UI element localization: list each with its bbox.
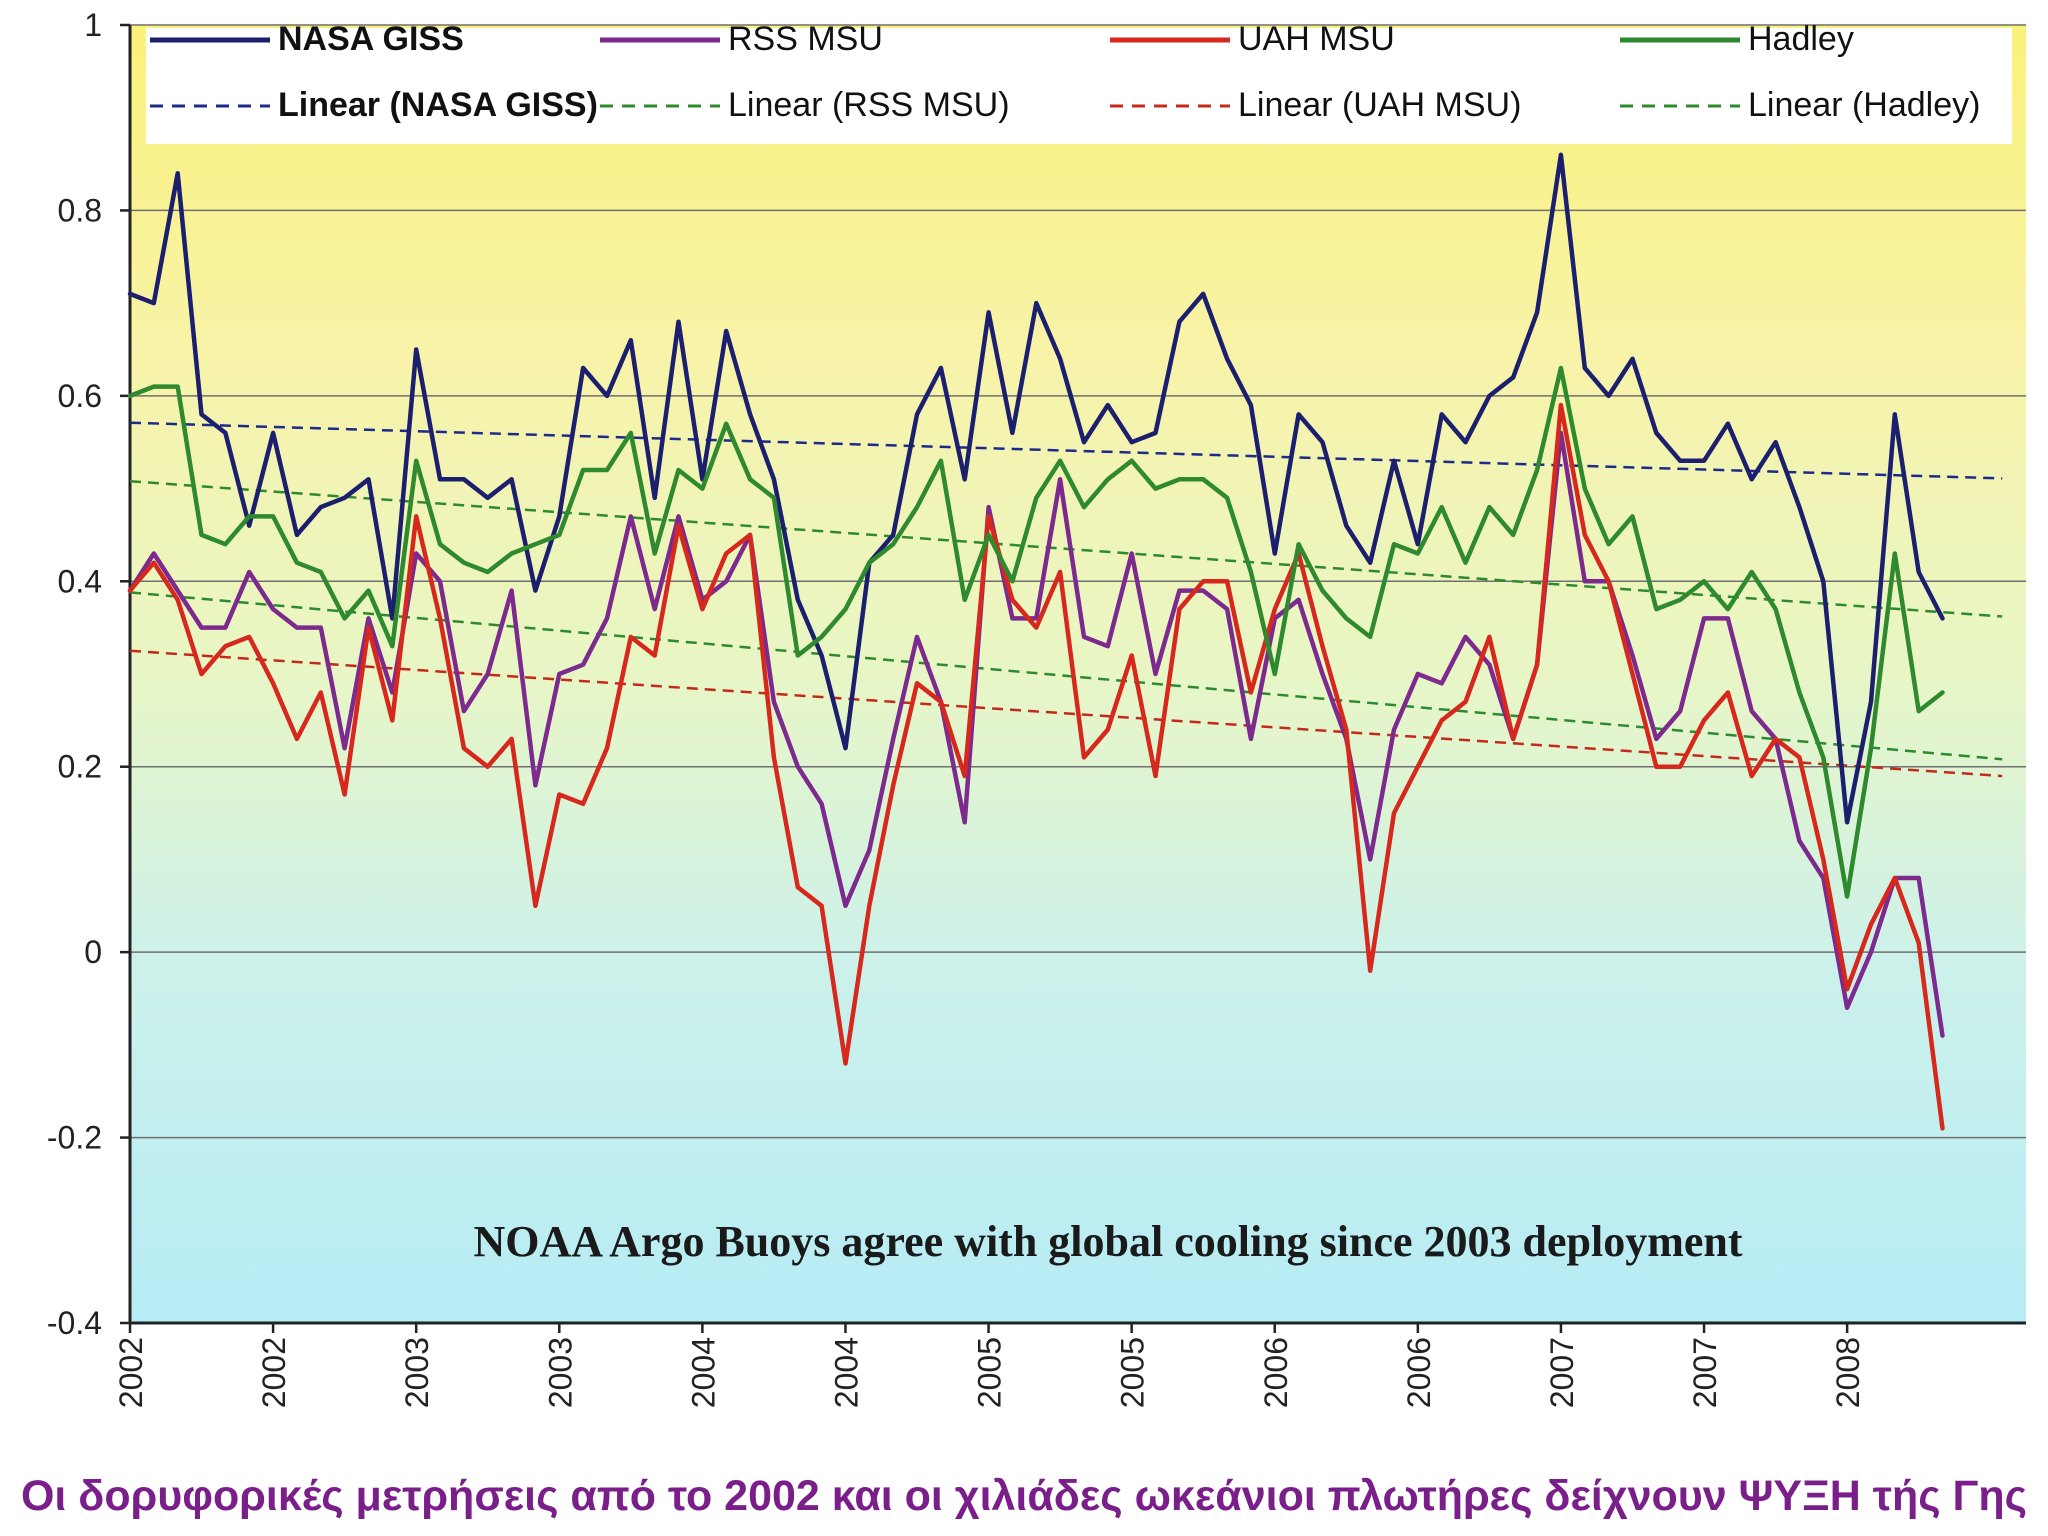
y-tick-label: 0 bbox=[84, 934, 102, 970]
legend-label: UAH MSU bbox=[1238, 20, 1395, 58]
legend-entry-rss-msu: RSS MSU bbox=[600, 20, 883, 58]
trendline-linear-uah-msu bbox=[129, 649, 2003, 778]
legend-entry-linear-rss-msu: Linear (RSS MSU) bbox=[600, 86, 1010, 124]
legend-entry-nasa-giss: NASA GISS bbox=[150, 20, 464, 58]
x-tick-label: 2008 bbox=[1830, 1337, 1866, 1408]
legend-label: Linear (RSS MSU) bbox=[728, 86, 1010, 124]
data-series bbox=[127, 152, 1945, 1131]
legend-entry-linear-hadley: Linear (Hadley) bbox=[1620, 86, 1980, 124]
x-tick-label: 2003 bbox=[399, 1337, 435, 1408]
legend: NASA GISS RSS MSU UAH MSU Hadley Linear (NAS… bbox=[150, 20, 1980, 124]
legend-entry-linear-nasa-giss: Linear (NASA GISS) bbox=[150, 86, 598, 124]
x-tick-label: 2005 bbox=[972, 1337, 1008, 1408]
legend-label: Linear (Hadley) bbox=[1748, 86, 1980, 124]
y-tick-label: -0.4 bbox=[47, 1305, 102, 1341]
y-tick-label: 0.6 bbox=[58, 378, 102, 414]
x-tick-label: 2003 bbox=[542, 1337, 578, 1408]
gridlines bbox=[130, 24, 2026, 1139]
y-tick-label: 0.8 bbox=[58, 192, 102, 228]
legend-entry-hadley: Hadley bbox=[1620, 20, 1854, 58]
trendline-linear-nasa-giss bbox=[129, 421, 2003, 480]
trendline-linear-hadley bbox=[129, 479, 2003, 618]
legend-label: Linear (NASA GISS) bbox=[278, 86, 598, 124]
y-tick-label: 0.2 bbox=[58, 749, 102, 785]
y-tick-label: -0.2 bbox=[47, 1120, 102, 1156]
series-line-uah-msu bbox=[127, 402, 1945, 1131]
x-tick-label: 2004 bbox=[685, 1337, 721, 1408]
x-tick-label: 2006 bbox=[1258, 1337, 1294, 1408]
chart-annotation: NOAA Argo Buoys agree with global coolin… bbox=[473, 1217, 1742, 1266]
x-tick-label: 2007 bbox=[1687, 1337, 1723, 1408]
series-line-hadley bbox=[127, 365, 1945, 899]
caption: Οι δορυφορικές μετρήσεις από το 2002 και… bbox=[20, 1472, 2028, 1520]
x-tick-label: 2002 bbox=[256, 1337, 292, 1408]
legend-entry-uah-msu: UAH MSU bbox=[1110, 20, 1395, 58]
legend-entry-linear-uah-msu: Linear (UAH MSU) bbox=[1110, 86, 1521, 124]
legend-label: Hadley bbox=[1748, 20, 1854, 58]
axes: -0.4 -0.2 0 0.2 0.4 0.6 0.8 1 2002 2002 2003 2003 20… bbox=[47, 7, 1866, 1408]
series-line-nasa-giss bbox=[127, 152, 1945, 825]
legend-box bbox=[146, 28, 2012, 144]
legend-label: RSS MSU bbox=[728, 20, 883, 58]
x-tick-label: 2002 bbox=[113, 1337, 149, 1408]
plot-area-background bbox=[130, 25, 2026, 1323]
legend-label: NASA GISS bbox=[278, 20, 464, 58]
x-tick-label: 2007 bbox=[1544, 1337, 1580, 1408]
series-line-rss-msu bbox=[127, 430, 1945, 1038]
y-tick-label: 1 bbox=[84, 7, 102, 43]
x-tick-label: 2005 bbox=[1115, 1337, 1151, 1408]
x-tick-label: 2006 bbox=[1401, 1337, 1437, 1408]
y-tick-label: 0.4 bbox=[58, 563, 102, 599]
x-tick-label: 2004 bbox=[828, 1337, 864, 1408]
legend-label: Linear (UAH MSU) bbox=[1238, 86, 1521, 124]
